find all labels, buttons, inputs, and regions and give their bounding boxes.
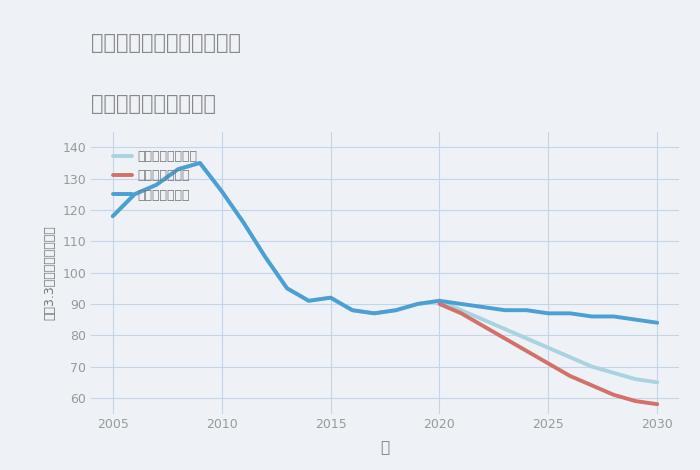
ノーマルシナリオ [152,182,160,188]
グッドシナリオ [218,188,226,194]
ノーマルシナリオ [326,295,335,300]
グッドシナリオ [479,304,487,310]
ノーマルシナリオ [348,307,356,313]
グッドシナリオ [588,313,596,319]
Text: 兵庫県豊岡市出石町片間の: 兵庫県豊岡市出石町片間の [91,33,241,53]
ノーマルシナリオ [174,166,182,172]
ノーマルシナリオ [392,307,400,313]
グッドシナリオ [653,320,662,326]
グッドシナリオ [304,298,313,304]
Line: グッドシナリオ: グッドシナリオ [113,163,657,323]
ノーマルシナリオ [457,307,466,313]
グッドシナリオ [152,182,160,188]
ノーマルシナリオ [108,213,117,219]
Line: バッドシナリオ: バッドシナリオ [440,304,657,404]
グッドシナリオ [544,311,552,316]
バッドシナリオ [653,401,662,407]
グッドシナリオ [392,307,400,313]
ノーマルシナリオ [544,345,552,351]
グッドシナリオ [370,311,378,316]
ノーマルシナリオ [370,311,378,316]
バッドシナリオ [500,336,509,341]
グッドシナリオ [108,213,117,219]
グッドシナリオ [196,160,204,166]
グッドシナリオ [631,317,640,322]
グッドシナリオ [239,219,248,225]
ノーマルシナリオ [414,301,422,307]
グッドシナリオ [174,166,182,172]
Legend: ノーマルシナリオ, バッドシナリオ, グッドシナリオ: ノーマルシナリオ, バッドシナリオ, グッドシナリオ [109,146,202,205]
バッドシナリオ [457,311,466,316]
グッドシナリオ [522,307,531,313]
ノーマルシナリオ [130,191,139,197]
グッドシナリオ [435,298,444,304]
ノーマルシナリオ [500,326,509,332]
ノーマルシナリオ [196,160,204,166]
グッドシナリオ [566,311,574,316]
ノーマルシナリオ [239,219,248,225]
グッドシナリオ [130,191,139,197]
バッドシナリオ [435,301,444,307]
グッドシナリオ [500,307,509,313]
ノーマルシナリオ [435,298,444,304]
ノーマルシナリオ [610,370,618,376]
X-axis label: 年: 年 [380,440,390,455]
バッドシナリオ [522,348,531,354]
ノーマルシナリオ [304,298,313,304]
グッドシナリオ [610,313,618,319]
グッドシナリオ [326,295,335,300]
バッドシナリオ [479,323,487,329]
バッドシナリオ [610,392,618,398]
Y-axis label: 平（3.3㎡）単価（万円）: 平（3.3㎡）単価（万円） [43,225,57,320]
バッドシナリオ [566,373,574,379]
グッドシナリオ [457,301,466,307]
Line: ノーマルシナリオ: ノーマルシナリオ [113,163,657,382]
グッドシナリオ [348,307,356,313]
バッドシナリオ [631,398,640,404]
ノーマルシナリオ [479,317,487,322]
グッドシナリオ [283,285,291,291]
ノーマルシナリオ [631,376,640,382]
ノーマルシナリオ [261,254,270,260]
ノーマルシナリオ [588,364,596,369]
ノーマルシナリオ [653,379,662,385]
グッドシナリオ [414,301,422,307]
ノーマルシナリオ [218,188,226,194]
ノーマルシナリオ [283,285,291,291]
ノーマルシナリオ [566,354,574,360]
バッドシナリオ [544,360,552,366]
Text: 中古戸建ての価格推移: 中古戸建ての価格推移 [91,94,216,114]
バッドシナリオ [588,383,596,388]
ノーマルシナリオ [522,336,531,341]
グッドシナリオ [261,254,270,260]
